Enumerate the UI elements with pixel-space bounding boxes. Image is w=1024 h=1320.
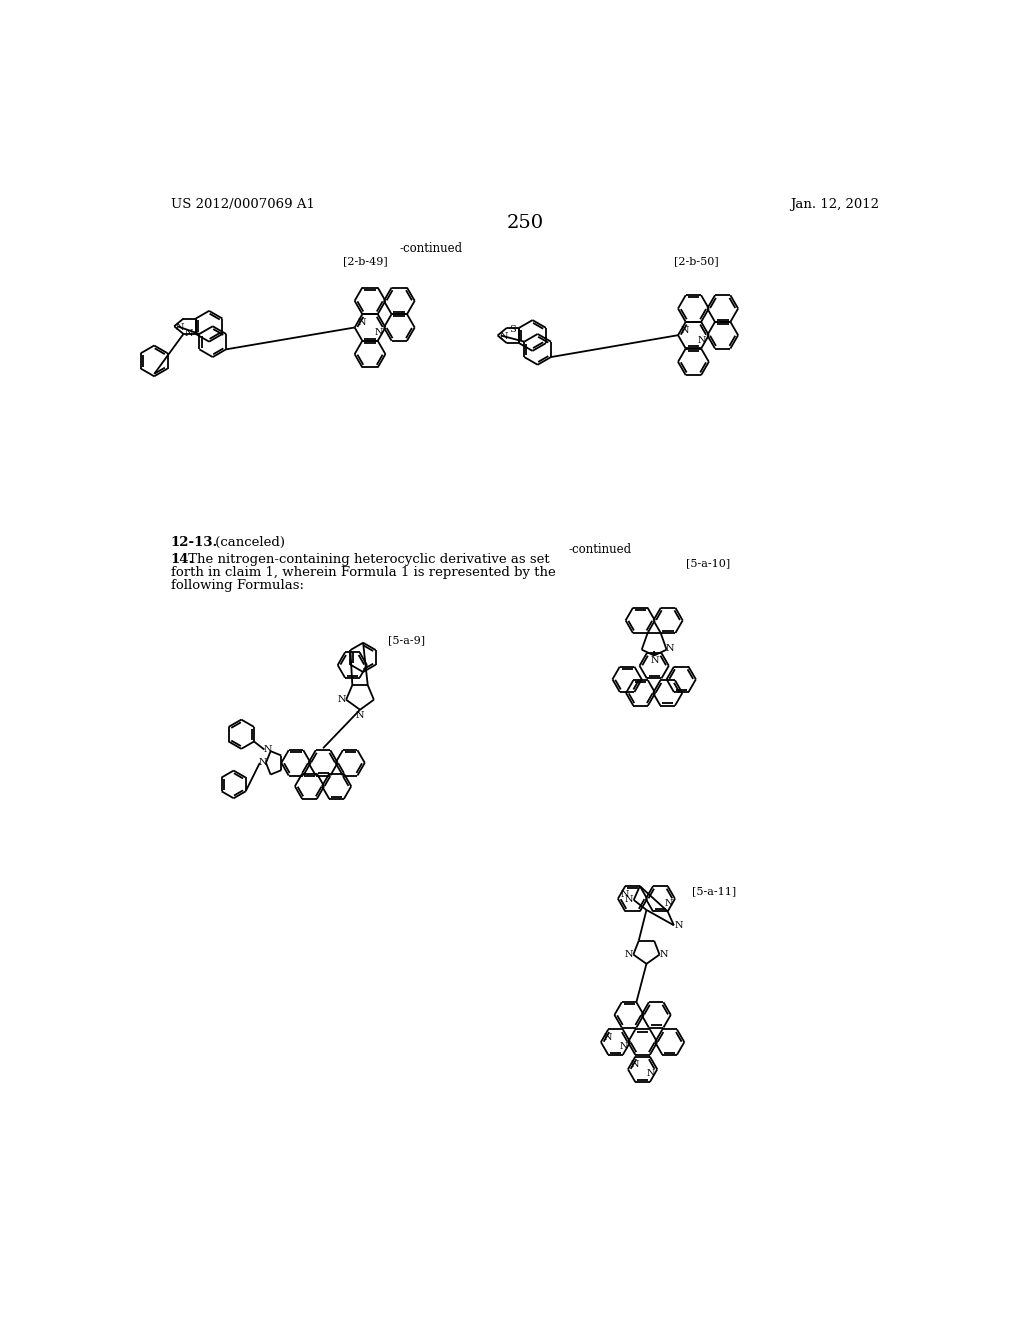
Text: N: N	[337, 696, 346, 704]
Text: [5-a-11]: [5-a-11]	[692, 886, 736, 896]
Text: [5-a-10]: [5-a-10]	[686, 558, 730, 568]
Text: N: N	[697, 335, 707, 345]
Text: N: N	[631, 1060, 639, 1069]
Text: N: N	[681, 326, 689, 335]
Text: N: N	[355, 711, 365, 721]
Text: [2-b-50]: [2-b-50]	[674, 256, 719, 267]
Text: N: N	[259, 759, 267, 767]
Text: [5-a-9]: [5-a-9]	[388, 635, 425, 645]
Text: N: N	[659, 950, 669, 960]
Text: N: N	[374, 327, 383, 337]
Text: forth in claim 1, wherein Formula 1 is represented by the: forth in claim 1, wherein Formula 1 is r…	[171, 566, 555, 578]
Text: Jan. 12, 2012: Jan. 12, 2012	[790, 198, 879, 211]
Text: N: N	[621, 890, 629, 899]
Text: N: N	[499, 331, 508, 341]
Text: N: N	[620, 1043, 628, 1051]
Text: 12-13.: 12-13.	[171, 536, 218, 549]
Text: S: S	[509, 325, 516, 334]
Text: US 2012/0007069 A1: US 2012/0007069 A1	[171, 198, 314, 211]
Text: N: N	[263, 744, 271, 754]
Text: (canceled): (canceled)	[211, 536, 285, 549]
Text: N: N	[650, 656, 659, 665]
Text: 250: 250	[506, 214, 544, 232]
Text: N: N	[625, 895, 634, 904]
Text: N: N	[665, 899, 673, 908]
Text: N: N	[666, 644, 674, 652]
Text: N: N	[674, 921, 683, 929]
Text: N: N	[646, 1069, 655, 1078]
Text: -continued: -continued	[399, 243, 463, 255]
Text: 14.: 14.	[171, 553, 194, 566]
Text: -continued: -continued	[568, 543, 632, 556]
Text: N: N	[603, 1034, 611, 1041]
Text: N: N	[176, 322, 184, 331]
Text: [2-b-49]: [2-b-49]	[343, 256, 388, 267]
Text: N: N	[357, 318, 366, 327]
Text: The nitrogen-containing heterocyclic derivative as set: The nitrogen-containing heterocyclic der…	[183, 553, 549, 566]
Text: N: N	[625, 950, 633, 960]
Text: N: N	[185, 329, 194, 338]
Text: following Formulas:: following Formulas:	[171, 578, 303, 591]
